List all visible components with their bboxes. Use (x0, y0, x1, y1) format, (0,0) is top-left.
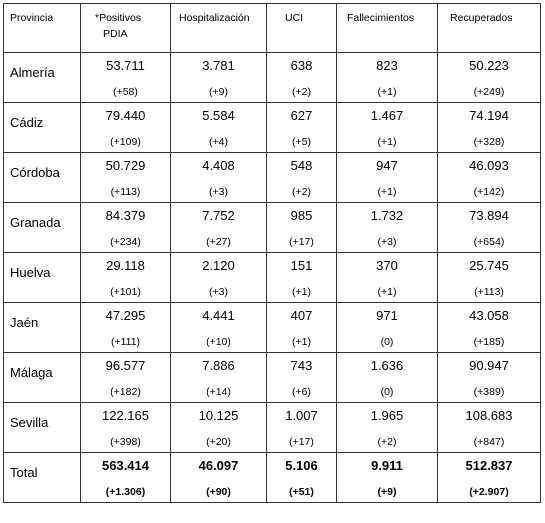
cell-uci: 151 (+1) (266, 252, 337, 303)
total-fallecimientos: 9.911 (+9) (336, 452, 438, 503)
cell-fallecimientos: 370 (+1) (336, 252, 438, 303)
total-uci: 5.106 (+51) (266, 452, 337, 503)
cell-fallecimientos: 1.467 (+1) (336, 102, 438, 153)
cell-positivos: 29.118 (+101) (80, 252, 171, 303)
cell-fallecimientos: 1.636 (0) (336, 352, 438, 403)
cell-positivos: 47.295 (+111) (80, 302, 171, 353)
cell-recuperados: 108.683 (+847) (437, 402, 541, 453)
cell-recuperados: 50.223 (+249) (437, 52, 541, 103)
province-name: Cádiz (3, 102, 81, 153)
total-hospitalizacion: 46.097 (+90) (170, 452, 267, 503)
cell-positivos: 122.165 (+398) (80, 402, 171, 453)
header-hospitalizacion: Hospitalización (170, 3, 267, 53)
total-recuperados: 512.837 (+2.907) (437, 452, 541, 503)
province-name: Huelva (3, 252, 81, 303)
header-uci: UCI (266, 3, 337, 53)
table-row: Cádiz 79.440 (+109) 5.584 (+4) 627 (+5) 1.4… (3, 102, 541, 153)
cell-hospitalizacion: 2.120 (+3) (170, 252, 267, 303)
cell-fallecimientos: 971 (0) (336, 302, 438, 353)
table-row: Córdoba 50.729 (+113) 4.408 (+3) 548 (+2) 9… (3, 152, 541, 203)
cell-recuperados: 43.058 (+185) (437, 302, 541, 353)
cell-uci: 985 (+17) (266, 202, 337, 253)
cell-uci: 548 (+2) (266, 152, 337, 203)
cell-hospitalizacion: 4.408 (+3) (170, 152, 267, 203)
cell-hospitalizacion: 10.125 (+20) (170, 402, 267, 453)
header-fallecimientos: Fallecimientos (336, 3, 438, 53)
cell-positivos: 79.440 (+109) (80, 102, 171, 153)
total-label: Total (3, 452, 81, 503)
cell-positivos: 53.711 (+58) (80, 52, 171, 103)
province-name: Córdoba (3, 152, 81, 203)
province-name: Granada (3, 202, 81, 253)
cell-fallecimientos: 1.965 (+2) (336, 402, 438, 453)
cell-recuperados: 46.093 (+142) (437, 152, 541, 203)
header-row: Provincia *Positivos PDIA Hospitalización… (3, 3, 541, 53)
cell-fallecimientos: 1.732 (+3) (336, 202, 438, 253)
cell-hospitalizacion: 7.886 (+14) (170, 352, 267, 403)
province-name: Almería (3, 52, 81, 103)
table-row: Huelva 29.118 (+101) 2.120 (+3) 151 (+1) 37… (3, 252, 541, 303)
table-row: Sevilla 122.165 (+398) 10.125 (+20) 1.007(… (3, 402, 541, 453)
total-row: Total 563.414 (+1.306) 46.097 (+90) 5.106(… (3, 452, 541, 503)
cell-fallecimientos: 823 (+1) (336, 52, 438, 103)
cell-hospitalizacion: 3.781 (+9) (170, 52, 267, 103)
province-name: Málaga (3, 352, 81, 403)
total-positivos: 563.414 (+1.306) (80, 452, 171, 503)
cell-fallecimientos: 947 (+1) (336, 152, 438, 203)
cell-recuperados: 73.894 (+654) (437, 202, 541, 253)
cell-uci: 407 (+1) (266, 302, 337, 353)
cell-uci: 743 (+6) (266, 352, 337, 403)
table-row: Almería 53.711 (+58) 3.781 (+9) 638 (+2) 82… (3, 52, 541, 103)
cell-positivos: 96.577 (+182) (80, 352, 171, 403)
cell-recuperados: 74.194 (+328) (437, 102, 541, 153)
table-row: Jaén 47.295 (+111) 4.441 (+10) 407 (+1) 971… (3, 302, 541, 353)
table-row: Málaga 96.577 (+182) 7.886 (+14) 743 (+6) 1… (3, 352, 541, 403)
covid-table-container: Provincia *Positivos PDIA Hospitalización… (3, 3, 541, 503)
cell-recuperados: 90.947 (+389) (437, 352, 541, 403)
cell-hospitalizacion: 7.752 (+27) (170, 202, 267, 253)
cell-uci: 638 (+2) (266, 52, 337, 103)
cell-uci: 1.007 (+17) (266, 402, 337, 453)
header-provincia: Provincia (3, 3, 81, 53)
cell-hospitalizacion: 4.441 (+10) (170, 302, 267, 353)
header-positivos: *Positivos PDIA (80, 3, 171, 53)
cell-hospitalizacion: 5.584 (+4) (170, 102, 267, 153)
cell-uci: 627 (+5) (266, 102, 337, 153)
province-name: Sevilla (3, 402, 81, 453)
cell-positivos: 50.729 (+113) (80, 152, 171, 203)
table-row: Granada 84.379 (+234) 7.752 (+27) 985 (+17)… (3, 202, 541, 253)
covid-province-table: Provincia *Positivos PDIA Hospitalización… (3, 3, 541, 503)
header-recuperados: Recuperados (437, 3, 541, 53)
cell-recuperados: 25.745 (+113) (437, 252, 541, 303)
cell-positivos: 84.379 (+234) (80, 202, 171, 253)
province-name: Jaén (3, 302, 81, 353)
